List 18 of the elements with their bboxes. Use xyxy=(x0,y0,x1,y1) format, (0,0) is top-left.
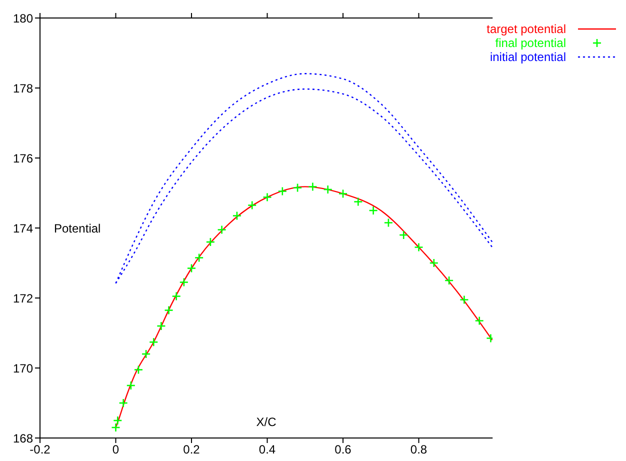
y-tick-label: 168 xyxy=(12,431,34,446)
x-tick-label: 0 xyxy=(112,442,120,457)
x-tick-label: 0.8 xyxy=(410,442,428,457)
x-tick-label: 0.4 xyxy=(258,442,276,457)
y-tick-label: 170 xyxy=(12,361,34,376)
legend-label: initial potential xyxy=(490,50,566,64)
x-tick-label: 0.2 xyxy=(183,442,200,457)
x-tick-label: 0.6 xyxy=(334,442,352,457)
y-tick-label: 172 xyxy=(12,291,34,306)
y-tick-label: 176 xyxy=(12,151,34,166)
x-tick-label: -0.2 xyxy=(30,442,51,457)
y-tick-label: 178 xyxy=(12,81,34,96)
x-axis-title: X/C xyxy=(256,415,277,429)
legend-label: final potential xyxy=(495,36,566,50)
y-tick-label: 174 xyxy=(12,221,34,236)
legend-label: target potential xyxy=(486,22,566,36)
y-axis-title: Potential xyxy=(54,221,101,236)
y-tick-label: 180 xyxy=(12,11,34,26)
